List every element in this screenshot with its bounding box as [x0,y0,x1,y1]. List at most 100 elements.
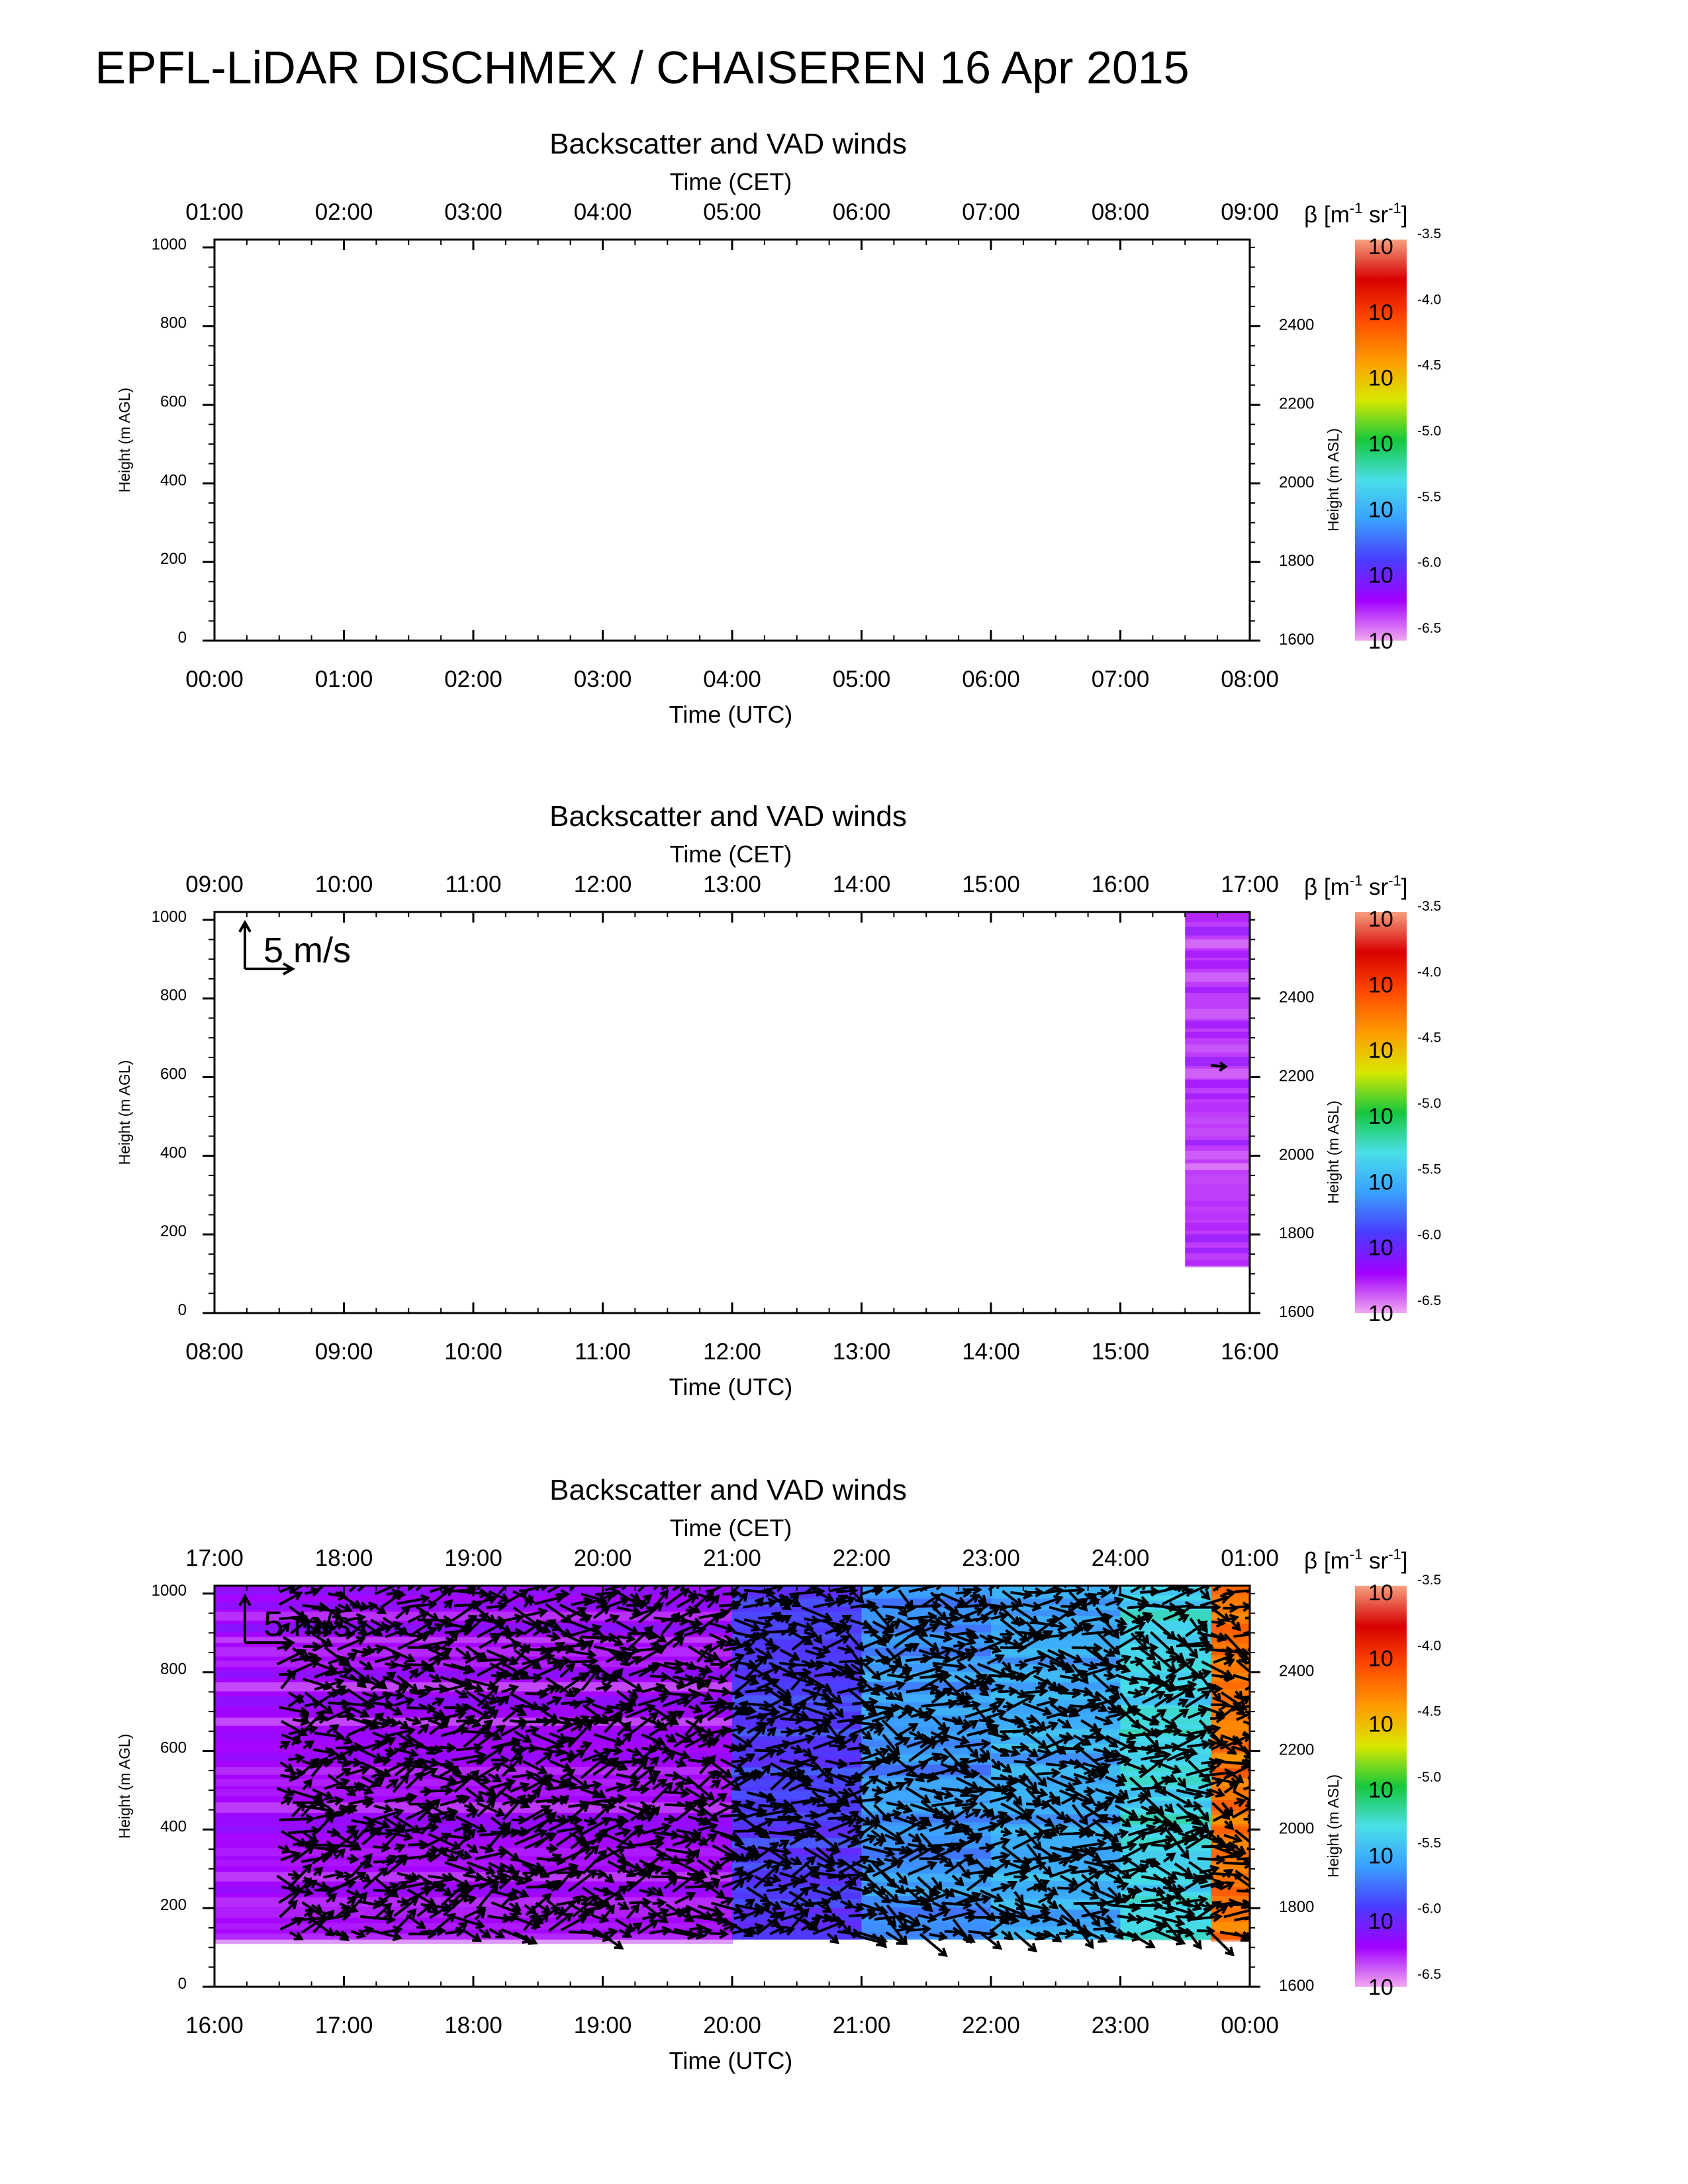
wind-arrow [327,1774,357,1797]
wind-arrow [1033,1718,1047,1731]
wind-arrow [1199,1739,1211,1750]
wind-arrow [894,1704,912,1715]
wind-arrow [502,1762,517,1772]
wind-arrow [279,1741,291,1751]
x-tick-label-top: 18:00 [315,1545,373,1571]
wind-arrow [661,1868,677,1879]
wind-arrow [1185,1830,1215,1850]
wind-arrow [474,1909,487,1921]
wind-arrow [767,1900,782,1911]
wind-arrow [548,1880,562,1890]
wind-arrow [872,1933,888,1948]
y-right-axis-label: Height (m ASL) [1325,1774,1342,1878]
wind-arrow [498,1694,510,1707]
wind-arrow [823,1913,840,1923]
wind-arrow [1080,1928,1108,1943]
wind-arrow [884,1833,906,1845]
backscatter-streak [214,1767,733,1775]
backscatter-streak [214,1860,733,1866]
x-tick-label: 15:00 [1092,1339,1150,1365]
wind-arrow [488,1862,507,1873]
wind-arrow [1080,1719,1100,1732]
backscatter-streak [991,1637,1121,1643]
wind-arrow [385,1717,400,1728]
wind-arrow [698,1669,709,1678]
wind-arrow [1237,1857,1250,1861]
wind-arrow [1208,1788,1226,1798]
wind-arrow [986,1837,1011,1848]
wind-arrow [710,1779,722,1789]
wind-arrow [1013,1872,1029,1882]
x-tick-label: 05:00 [833,666,891,692]
wind-arrow [839,1596,857,1606]
wind-arrow [1071,1865,1098,1876]
backscatter-streak [1185,927,1250,936]
wind-arrow [1117,1829,1129,1839]
wind-arrow [1243,1859,1250,1864]
wind-arrow [780,1803,798,1813]
wind-arrow [617,1815,630,1826]
x-tick-label: 22:00 [962,2013,1020,2038]
colorbar-tick-base: 10 [1368,972,1393,997]
wind-arrow [1104,1624,1127,1637]
wind-arrow [776,1690,792,1702]
wind-arrow [1013,1891,1024,1905]
backscatter-streak [1185,1259,1250,1268]
wind-arrow [500,1684,520,1694]
wind-arrow [1223,1782,1239,1794]
wind-vector-field [276,1586,1250,1957]
wind-arrow [759,1791,776,1802]
backscatter-streak [1185,960,1250,969]
wind-arrow [617,1863,628,1874]
colorbar-tick-base: 10 [1368,1646,1393,1671]
x-tick-label-top: 05:00 [703,199,761,225]
wind-arrow [325,1607,343,1619]
wind-arrow [802,1917,820,1932]
wind-arrow [1197,1618,1208,1633]
wind-arrow [801,1606,833,1622]
wind-arrow [1014,1901,1026,1911]
wind-arrow [533,1915,544,1925]
y-right-tick-label: 2000 [1279,1819,1314,1837]
y-right-tick-label: 1800 [1279,552,1314,570]
colorbar-tick-base: 10 [1368,300,1393,325]
wind-arrow [322,1846,339,1862]
wind-arrow [1002,1590,1023,1608]
backscatter-streak [1185,1079,1250,1089]
x-tick-label: 08:00 [185,1339,244,1365]
wind-arrow [1068,1591,1088,1612]
wind-arrow [838,1668,855,1679]
wind-arrow [963,1833,983,1846]
wind-arrow [790,1744,804,1754]
x-tick-label: 03:00 [574,666,632,692]
wind-arrow [451,1662,476,1674]
y-tick-label: 600 [160,393,187,411]
wind-arrow [479,1844,495,1854]
wind-arrow [1117,1815,1132,1828]
wind-arrow [757,1586,785,1594]
backscatter-streak [214,1661,733,1668]
wind-arrow [428,1647,451,1661]
wind-arrow [847,1834,878,1848]
wind-arrow [1233,1674,1250,1686]
colorbar-label-part: β [1304,202,1324,228]
wind-arrow [1001,1661,1013,1672]
wind-arrow [1188,1860,1215,1880]
wind-arrow [720,1852,735,1863]
wind-arrow [1199,1643,1215,1655]
backscatter-streak [1185,1117,1250,1124]
wind-arrow [279,1586,297,1594]
wind-arrow [755,1647,774,1659]
wind-arrow [860,1633,895,1650]
wind-arrow [745,1684,774,1696]
wind-arrow [581,1640,594,1651]
wind-arrow [1163,1818,1178,1833]
backscatter-streak [732,1647,863,1655]
wind-arrow [1068,1846,1099,1864]
wind-arrow [1047,1649,1067,1661]
wind-arrow [373,1756,392,1766]
wind-arrow [897,1845,910,1855]
wind-arrow [941,1613,959,1623]
wind-arrow [859,1678,880,1696]
wind-arrow [1071,1919,1094,1950]
